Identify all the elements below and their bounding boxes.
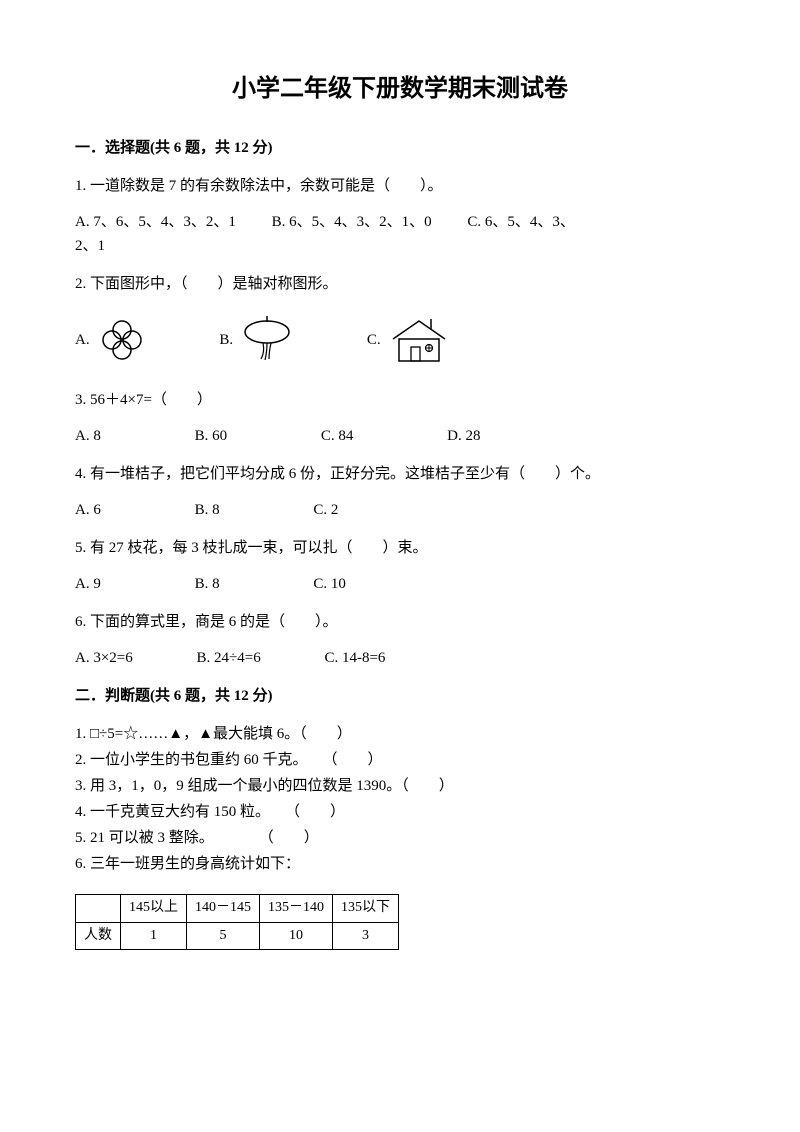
q5-text: 5. 有 27 枝花，每 3 枝扎成一束，可以扎（ ）束。: [75, 536, 725, 560]
cell-1: 1: [121, 922, 187, 949]
tf-5: 5. 21 可以被 3 整除。 （ ）: [75, 826, 725, 850]
q5-opt-b: B. 8: [195, 576, 220, 592]
tf-3: 3. 用 3，1，0，9 组成一个最小的四位数是 1390。（ ）: [75, 774, 725, 798]
section1-header: 一．选择题(共 6 题，共 12 分): [75, 136, 725, 160]
page-title: 小学二年级下册数学期末测试卷: [75, 70, 725, 108]
q3-options: A. 8 B. 60 C. 84 D. 28: [75, 424, 725, 448]
q1-options: A. 7、6、5、4、3、2、1 B. 6、5、4、3、2、1、0 C. 6、5…: [75, 210, 725, 258]
q3-text: 3. 56＋4×7=（ ）: [75, 388, 725, 412]
table-header-row: 145以上 140－145 135－140 135以下: [76, 895, 399, 922]
question-4: 4. 有一堆桔子，把它们平均分成 6 份，正好分完。这堆桔子至少有（ ）个。 A…: [75, 462, 725, 522]
cell-3: 10: [260, 922, 333, 949]
q4-opt-c: C. 2: [313, 502, 338, 518]
q3-opt-d: D. 28: [447, 428, 480, 444]
q2-opt-a-label: A.: [75, 328, 90, 352]
q4-opt-b: B. 8: [195, 502, 220, 518]
flower-icon: [98, 316, 146, 364]
th-1: 145以上: [121, 895, 187, 922]
table-data-row: 人数 1 5 10 3: [76, 922, 399, 949]
q5-options: A. 9 B. 8 C. 10: [75, 572, 725, 596]
th-4: 135以下: [333, 895, 399, 922]
tf-1: 1. □÷5=☆……▲，▲最大能填 6。（ ）: [75, 722, 725, 746]
cell-2: 5: [187, 922, 260, 949]
q2-opt-b: B.: [219, 314, 293, 366]
q2-opt-c-label: C.: [367, 328, 381, 352]
q6-opt-b: B. 24÷4=6: [197, 646, 261, 670]
q2-opt-a: A.: [75, 316, 146, 364]
th-2: 140－145: [187, 895, 260, 922]
q4-options: A. 6 B. 8 C. 2: [75, 498, 725, 522]
q6-opt-a: A. 3×2=6: [75, 646, 133, 670]
q3-opt-b: B. 60: [195, 428, 228, 444]
q1-opt-c: C. 6、5、4、3、: [467, 214, 575, 230]
cell-4: 3: [333, 922, 399, 949]
question-6: 6. 下面的算式里，商是 6 的是（ ）。 A. 3×2=6 B. 24÷4=6…: [75, 610, 725, 670]
q1-opt-a: A. 7、6、5、4、3、2、1: [75, 214, 236, 230]
question-3: 3. 56＋4×7=（ ） A. 8 B. 60 C. 84 D. 28: [75, 388, 725, 448]
q2-text: 2. 下面图形中，（ ）是轴对称图形。: [75, 272, 725, 296]
q4-opt-a: A. 6: [75, 502, 101, 518]
section2-header: 二．判断题(共 6 题，共 12 分): [75, 684, 725, 708]
q2-options: A. B. C.: [75, 314, 725, 366]
q1-opt-c-cont: 2、1: [75, 238, 105, 254]
q5-opt-c: C. 10: [313, 576, 346, 592]
question-5: 5. 有 27 枝花，每 3 枝扎成一束，可以扎（ ）束。 A. 9 B. 8 …: [75, 536, 725, 596]
q3-opt-a: A. 8: [75, 428, 101, 444]
q5-opt-a: A. 9: [75, 576, 101, 592]
tf-2: 2. 一位小学生的书包重约 60 千克。 （ ）: [75, 748, 725, 772]
row-label: 人数: [76, 922, 121, 949]
tf-4: 4. 一千克黄豆大约有 150 粒。 （ ）: [75, 800, 725, 824]
lantern-icon: [241, 314, 293, 366]
q2-opt-b-label: B.: [219, 328, 233, 352]
house-icon: [389, 315, 449, 365]
q4-text: 4. 有一堆桔子，把它们平均分成 6 份，正好分完。这堆桔子至少有（ ）个。: [75, 462, 725, 486]
q2-opt-c: C.: [367, 315, 449, 365]
tf-6: 6. 三年一班男生的身高统计如下：: [75, 852, 725, 876]
th-blank: [76, 895, 121, 922]
q6-options: A. 3×2=6 B. 24÷4=6 C. 14-8=6: [75, 646, 725, 670]
q6-opt-c: C. 14-8=6: [324, 646, 385, 670]
question-1: 1. 一道除数是 7 的有余数除法中，余数可能是（ ）。 A. 7、6、5、4、…: [75, 174, 725, 258]
th-3: 135－140: [260, 895, 333, 922]
q1-text: 1. 一道除数是 7 的有余数除法中，余数可能是（ ）。: [75, 174, 725, 198]
q6-text: 6. 下面的算式里，商是 6 的是（ ）。: [75, 610, 725, 634]
q1-opt-b: B. 6、5、4、3、2、1、0: [272, 214, 432, 230]
q3-opt-c: C. 84: [321, 428, 354, 444]
height-table: 145以上 140－145 135－140 135以下 人数 1 5 10 3: [75, 894, 399, 950]
question-2: 2. 下面图形中，（ ）是轴对称图形。 A. B. C.: [75, 272, 725, 366]
